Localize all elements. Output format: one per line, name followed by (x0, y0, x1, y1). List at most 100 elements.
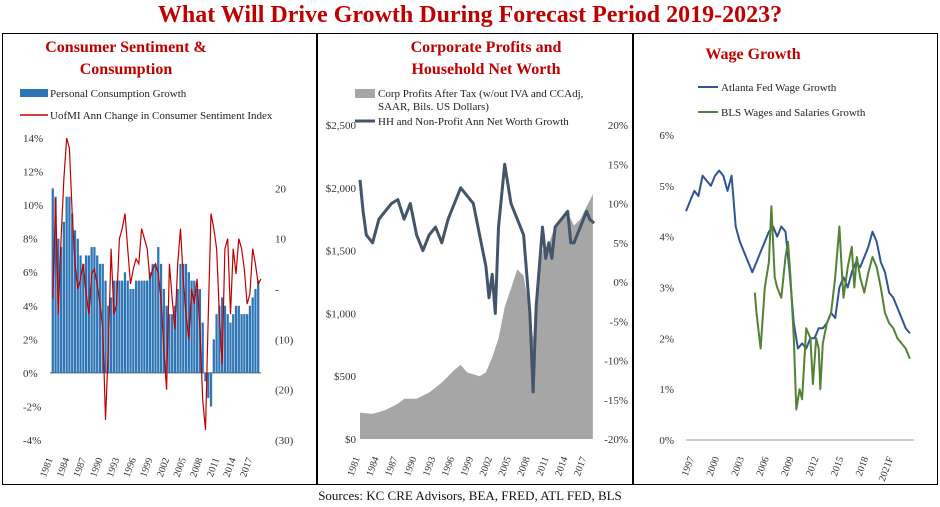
y-right-tick-label: (10) (275, 334, 294, 346)
y-left-tick-label: $2,500 (326, 120, 357, 132)
x-tick-label: 1999 (459, 455, 476, 478)
bar (62, 221, 66, 373)
y-tick-label: 6% (659, 130, 674, 142)
bar (90, 247, 93, 373)
legend-label: BLS Wages and Salaries Growth (721, 107, 866, 119)
bar (73, 230, 77, 373)
x-tick-label: 2000 (705, 455, 722, 478)
bar-series (51, 188, 260, 407)
y-right-tick-label: 0% (613, 277, 628, 289)
bar (218, 305, 221, 373)
bar (71, 213, 74, 373)
tick-labels: $2,500 $2,000 $1,500 $1,000 $500 $0 20% 15% 10% 5… (326, 120, 628, 478)
y-tick-label: 5% (659, 181, 674, 193)
x-tick-label: 2011 (205, 456, 222, 478)
x-tick-label: 1993 (105, 456, 122, 479)
y-right-tick-label: (20) (275, 385, 294, 397)
bar (76, 238, 79, 373)
x-tick-label: 1984 (365, 455, 382, 478)
x-tick-label: 2005 (497, 455, 514, 478)
bar (162, 289, 165, 373)
y-left-tick-label: $0 (345, 434, 357, 446)
bar (140, 280, 143, 373)
bar (254, 289, 257, 373)
y-right-tick-label: (30) (275, 435, 294, 447)
y-left-tick-label: 2% (23, 334, 38, 346)
x-tick-label: 2009 (779, 455, 796, 478)
bar (84, 255, 88, 373)
x-tick-label: 2008 (188, 456, 205, 479)
sentiment-line (52, 137, 262, 430)
y-left-tick-label: -4% (23, 435, 41, 447)
y-left-tick-label: 12% (23, 167, 43, 179)
bar (109, 297, 113, 373)
bar (209, 372, 213, 407)
y-right-tick-label: 15% (608, 159, 628, 171)
bar (126, 280, 129, 373)
bar (168, 314, 171, 373)
bar (112, 280, 115, 373)
y-left-tick-label: 4% (23, 301, 38, 313)
sources-note: Sources: KC CRE Advisors, BEA, FRED, ATL… (318, 488, 622, 503)
x-tick-label: 2014 (553, 455, 570, 478)
chart-title-line: Consumption (80, 61, 173, 78)
x-tick-label: 1981 (38, 456, 55, 479)
bar (165, 305, 168, 373)
bar (204, 372, 207, 382)
panel-wage-growth: Wage Growth Atlanta Fed Wage Growth BLS … (633, 33, 938, 485)
y-right-tick-label: 20 (275, 183, 287, 195)
bar (123, 272, 127, 373)
bar (243, 314, 246, 373)
profits-area (360, 194, 593, 439)
legend-swatch-bar (20, 89, 48, 97)
bar (59, 247, 63, 373)
bar (196, 289, 199, 373)
y-right-tick-label: -15% (604, 395, 628, 407)
panel-corporate-profits: Corporate Profits and Household Net Wort… (317, 33, 633, 485)
legend-label: Corp Profits After Tax (w/out IVA and CC… (378, 88, 584, 100)
bar (121, 280, 124, 373)
bar (223, 305, 227, 373)
bar (93, 247, 96, 373)
bar (68, 196, 71, 373)
bar (146, 280, 149, 373)
y-right-tick-label: 5% (613, 238, 628, 250)
x-tick-label: 2015 (829, 455, 846, 478)
atlanta-fed-line (685, 169, 911, 350)
y-left-tick-label: -2% (23, 401, 41, 413)
bar (212, 339, 215, 373)
legend-label: HH and Non-Profit Ann Net Worth Growth (378, 116, 569, 128)
y-left-tick-label: $1,500 (326, 246, 357, 258)
y-left-tick-label: 0% (23, 368, 38, 380)
chart-title-line: Household Net Worth (411, 61, 560, 78)
x-tick-label: 1984 (55, 456, 72, 479)
y-left-tick-label: $500 (334, 371, 357, 383)
x-tick-label: 1990 (402, 455, 419, 478)
x-tick-label: 1981 (346, 455, 363, 478)
bar (118, 280, 121, 373)
x-tick-label: 1987 (383, 455, 400, 478)
y-tick-label: 2% (659, 333, 674, 345)
x-tick-label: 2021F (877, 455, 896, 483)
y-tick-label: 4% (659, 232, 674, 244)
bar (221, 297, 224, 373)
x-tick-label: 1996 (122, 456, 139, 479)
chart-title-line: Corporate Profits and (411, 39, 562, 56)
bar (237, 305, 240, 373)
bar (257, 280, 260, 373)
bar (245, 314, 249, 373)
bar (234, 305, 238, 373)
bar (173, 305, 177, 373)
x-tick-label: 1993 (421, 455, 438, 478)
y-right-tick-label: 20% (608, 120, 628, 132)
legend-label: UofMI Ann Change in Consumer Sentiment I… (50, 110, 273, 122)
x-tick-label: 2005 (172, 456, 189, 479)
bar (65, 196, 68, 373)
x-tick-label: 2014 (222, 456, 239, 479)
x-tick-label: 2017 (572, 455, 589, 478)
bar (187, 272, 190, 373)
y-right-tick-label: -10% (604, 356, 628, 368)
bar (54, 196, 57, 373)
x-tick-label: 2003 (730, 455, 747, 478)
bar (101, 263, 104, 373)
